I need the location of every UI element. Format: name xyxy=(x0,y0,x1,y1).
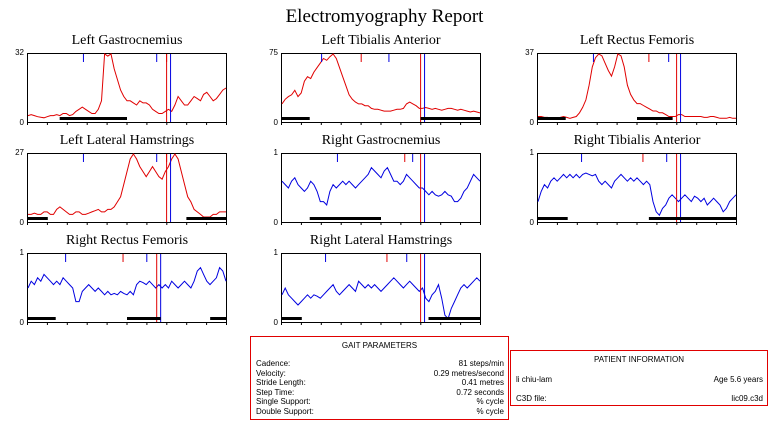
gait-param-value: 0.29 metres/second xyxy=(433,368,504,378)
left-gastrocnemius-plot xyxy=(27,53,227,125)
right-tibialis-anterior-stance-bar xyxy=(538,217,568,220)
right-lateral-hamstrings-stance-bar xyxy=(282,317,302,320)
left-rectus-femoris-emg-line xyxy=(538,53,736,119)
right-rectus-femoris-plot xyxy=(27,253,227,325)
right-rectus-femoris-frame xyxy=(27,253,227,323)
right-gastrocnemius-emg-line xyxy=(281,166,481,207)
gait-param-value: 0.41 metres xyxy=(461,378,504,387)
gait-param-label: Double Support: xyxy=(256,406,314,416)
right-tibialis-anterior-ymin-label: 0 xyxy=(529,218,534,227)
left-rectus-femoris-stance-bar xyxy=(637,117,673,120)
right-rectus-femoris-ymax-label: 1 xyxy=(19,248,24,257)
right-lateral-hamstrings-ymax-label: 1 xyxy=(273,248,278,257)
gait-param-value: 81 steps/min xyxy=(458,359,504,368)
right-rectus-femoris-ymin-label: 0 xyxy=(19,318,24,327)
right-lateral-hamstrings-emg-line xyxy=(281,277,481,320)
left-tibialis-anterior-plot xyxy=(281,53,481,125)
left-lateral-hamstrings-frame xyxy=(27,153,227,223)
left-rectus-femoris-frame xyxy=(537,53,737,123)
right-rectus-femoris-emg-line xyxy=(27,266,227,303)
gait-parameters-box: GAIT PARAMETERS Cadence: 81 steps/min Velo… xyxy=(250,336,509,420)
left-tibialis-anterior-ymax-label: 75 xyxy=(269,48,278,57)
left-gastrocnemius-emg-line xyxy=(27,53,227,119)
right-tibialis-anterior-emg-line xyxy=(537,172,737,217)
right-lateral-hamstrings-plot xyxy=(281,253,481,325)
right-tibialis-anterior-title: Right Tibialis Anterior xyxy=(573,133,701,148)
gait-param-value: % cycle xyxy=(476,406,504,416)
left-lateral-hamstrings-ymin-label: 0 xyxy=(19,218,24,227)
right-rectus-femoris-title: Right Rectus Femoris xyxy=(65,233,189,248)
left-rectus-femoris-ymax-label: 37 xyxy=(525,48,534,57)
left-tibialis-anterior-emg-line xyxy=(281,53,481,114)
patient-name: li chiu-lam xyxy=(516,375,553,384)
left-rectus-femoris-stance-bar xyxy=(538,117,566,120)
right-gastrocnemius-title: Right Gastrocnemius xyxy=(321,133,441,148)
patient-information-box: PATIENT INFORMATION li chiu-lam Age 5.6 … xyxy=(510,350,768,406)
left-gastrocnemius-stance-bar xyxy=(59,117,127,120)
right-gastrocnemius-stance-bar xyxy=(309,217,381,220)
c3d-file-value: lic09.c3d xyxy=(731,394,763,403)
right-tibialis-anterior-ymax-label: 1 xyxy=(529,148,534,157)
patient-information-title: PATIENT INFORMATION xyxy=(593,355,685,364)
gait-param-label: Velocity: xyxy=(256,368,286,378)
patient-age: Age 5.6 years xyxy=(713,375,763,384)
right-gastrocnemius-frame xyxy=(281,153,481,223)
left-lateral-hamstrings-title: Left Lateral Hamstrings xyxy=(59,133,195,148)
right-tibialis-anterior-frame xyxy=(537,153,737,223)
gait-param-value: 0.72 seconds xyxy=(456,387,504,397)
left-rectus-femoris-ymin-label: 0 xyxy=(529,118,534,127)
right-lateral-hamstrings-stance-bar xyxy=(428,317,480,320)
left-gastrocnemius-ymax-label: 32 xyxy=(15,48,24,57)
gait-param-label: Single Support: xyxy=(256,397,311,406)
gait-param-label: Step Time: xyxy=(256,387,295,397)
right-rectus-femoris-stance-bar xyxy=(210,317,226,320)
left-lateral-hamstrings-stance-bar xyxy=(186,217,226,220)
left-gastrocnemius-ymin-label: 0 xyxy=(19,118,24,127)
left-tibialis-anterior-title: Left Tibialis Anterior xyxy=(321,33,441,48)
right-rectus-femoris-stance-bar xyxy=(127,317,161,320)
report-title: Electromyography Report xyxy=(285,6,484,27)
right-rectus-femoris-stance-bar xyxy=(28,317,56,320)
right-gastrocnemius-ymax-label: 1 xyxy=(273,148,278,157)
left-tibialis-anterior-stance-bar xyxy=(420,117,480,120)
right-tibialis-anterior-stance-bar xyxy=(648,217,736,220)
gait-parameters-title: GAIT PARAMETERS xyxy=(341,341,418,350)
right-lateral-hamstrings-ymin-label: 0 xyxy=(273,318,278,327)
gait-param-label: Cadence: xyxy=(256,359,291,368)
c3d-file-label: C3D file: xyxy=(516,394,547,403)
left-lateral-hamstrings-ymax-label: 27 xyxy=(15,148,24,157)
left-gastrocnemius-title: Left Gastrocnemius xyxy=(71,33,183,48)
gait-param-value: % cycle xyxy=(476,397,504,406)
gait-param-label: Stride Length: xyxy=(256,378,306,387)
right-tibialis-anterior-plot xyxy=(537,153,737,225)
left-lateral-hamstrings-plot xyxy=(27,153,227,225)
left-tibialis-anterior-ymin-label: 0 xyxy=(273,118,278,127)
right-lateral-hamstrings-frame xyxy=(281,253,481,323)
right-gastrocnemius-plot xyxy=(281,153,481,225)
left-tibialis-anterior-stance-bar xyxy=(282,117,310,120)
left-lateral-hamstrings-emg-line xyxy=(28,153,226,218)
right-gastrocnemius-ymin-label: 0 xyxy=(273,218,278,227)
left-rectus-femoris-title: Left Rectus Femoris xyxy=(579,33,695,48)
left-gastrocnemius-frame xyxy=(27,53,227,123)
left-rectus-femoris-plot xyxy=(537,53,737,125)
left-tibialis-anterior-frame xyxy=(281,53,481,123)
left-lateral-hamstrings-stance-bar xyxy=(28,217,48,220)
right-lateral-hamstrings-title: Right Lateral Hamstrings xyxy=(309,233,453,248)
